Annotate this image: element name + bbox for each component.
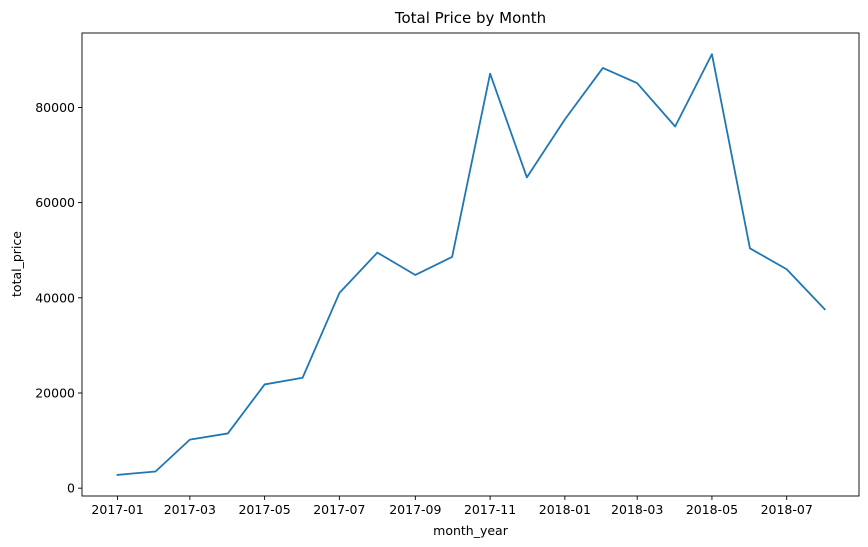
plot-area: 2017-01 2017-03 2017-05 2017-07 2017-09 2017-… [35, 32, 860, 517]
y-tick-label: 80000 [35, 100, 75, 115]
y-tick-label: 20000 [35, 385, 75, 400]
x-tick-label: 2017-05 [238, 502, 290, 517]
x-axis-label: month_year [433, 523, 509, 538]
y-tick-label: 40000 [35, 290, 75, 305]
x-tick-label: 2017-01 [91, 502, 143, 517]
x-tick-label: 2018-07 [761, 502, 813, 517]
y-axis-label: total_price [9, 231, 24, 297]
chart-title: Total Price by Month [394, 9, 546, 27]
x-tick-label: 2018-01 [539, 502, 591, 517]
plot-frame [81, 32, 860, 497]
y-tick-label: 0 [67, 481, 75, 496]
x-tick-label: 2017-03 [164, 502, 216, 517]
y-tick-label: 60000 [35, 195, 75, 210]
x-tick-label: 2018-03 [611, 502, 663, 517]
x-tick-label: 2017-11 [464, 502, 516, 517]
x-tick-label: 2018-05 [686, 502, 738, 517]
x-tick-label: 2017-09 [389, 502, 441, 517]
series-line [116, 53, 826, 476]
x-tick-label: 2017-07 [313, 502, 365, 517]
